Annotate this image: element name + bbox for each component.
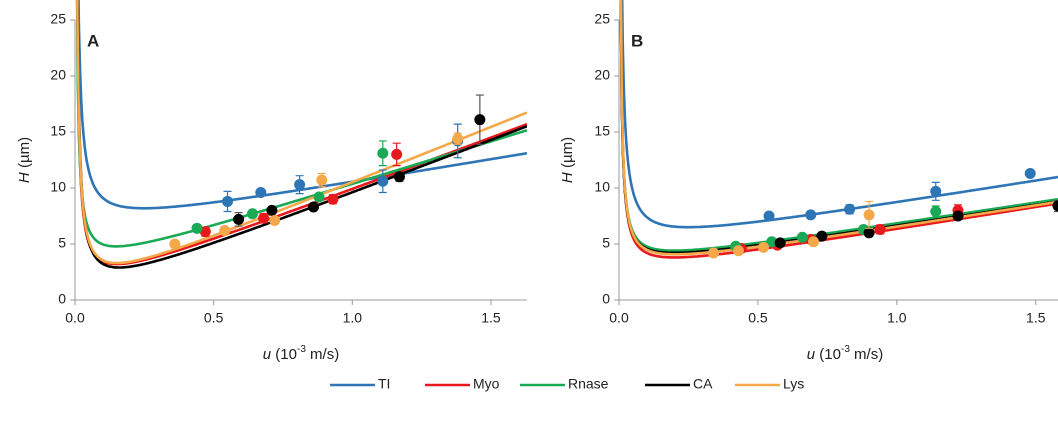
panel-label: B: [631, 31, 643, 50]
data-point: [255, 186, 267, 198]
x-tick-label: 1.5: [481, 310, 501, 326]
x-tick-label: 0.0: [609, 310, 629, 326]
data-point: [327, 193, 339, 205]
x-tick-label: 0.0: [65, 310, 85, 326]
x-tick-label: 0.5: [204, 310, 224, 326]
legend-label: TI: [378, 376, 390, 392]
data-point: [930, 206, 942, 218]
fit-line: [77, 0, 527, 210]
fit-line: [619, 0, 1058, 256]
y-tick-label: 10: [50, 179, 66, 195]
y-tick-label: 0: [602, 291, 610, 307]
data-point: [233, 213, 245, 225]
data-point: [393, 171, 405, 183]
data-point: [863, 209, 875, 221]
fit-line: [75, 0, 527, 266]
data-point: [805, 209, 817, 221]
x-tick-label: 1.5: [1026, 310, 1046, 326]
fit-line: [75, 0, 527, 265]
x-label-unit: m/s): [850, 346, 883, 363]
data-point: [169, 238, 181, 250]
x-tick-label: 1.0: [343, 310, 363, 326]
y-axis-label: H (µm): [559, 137, 576, 183]
fit-line: [619, 0, 1058, 252]
data-point: [316, 174, 328, 186]
x-tick-label: 1.0: [887, 310, 907, 326]
data-point: [763, 210, 775, 222]
data-point: [294, 179, 306, 191]
legend-label: Rnase: [568, 376, 609, 392]
data-point: [796, 231, 808, 243]
data-point: [707, 247, 719, 259]
y-tick-label: 25: [594, 11, 610, 27]
data-point: [219, 225, 231, 237]
data-point: [199, 226, 211, 238]
x-label-text: (10: [271, 346, 297, 363]
y-tick-label: 15: [594, 123, 610, 139]
data-point: [313, 191, 325, 203]
data-point: [1052, 200, 1058, 212]
data-point: [732, 245, 744, 257]
y-label-var: H: [559, 172, 576, 183]
x-label-var: u: [807, 346, 816, 363]
y-label-unit: (µm): [16, 137, 33, 172]
x-label-unit: m/s): [306, 346, 339, 363]
data-point: [258, 212, 270, 224]
data-point: [766, 236, 778, 248]
y-tick-label: 5: [602, 235, 610, 251]
data-point: [952, 210, 964, 222]
x-axis-label: u (10-3 m/s): [263, 344, 339, 363]
y-tick-label: 20: [594, 67, 610, 83]
data-point: [266, 204, 278, 216]
legend-label: CA: [693, 376, 713, 392]
y-tick-label: 10: [594, 179, 610, 195]
data-point: [757, 241, 769, 253]
data-point: [874, 223, 886, 235]
data-point: [474, 114, 486, 126]
data-point: [807, 236, 819, 248]
y-label-unit: (µm): [559, 137, 576, 172]
panel-label: A: [87, 31, 99, 50]
x-label-sup: -3: [841, 344, 850, 355]
y-tick-label: 20: [50, 67, 66, 83]
data-point: [222, 195, 234, 207]
fit-line: [620, 0, 1058, 229]
y-tick-label: 5: [58, 235, 66, 251]
legend-label: Lys: [783, 376, 804, 392]
legend-label: Myo: [473, 376, 500, 392]
data-point: [816, 230, 828, 242]
fit-lines: [619, 0, 1058, 259]
data-point: [844, 203, 856, 215]
data-point: [774, 237, 786, 249]
error-bar: [1054, 199, 1058, 213]
data-point: [391, 148, 403, 160]
data-point: [930, 185, 942, 197]
x-label-var: u: [263, 346, 272, 363]
x-axis-label: u (10-3 m/s): [807, 344, 883, 363]
x-tick-label: 0.5: [748, 310, 768, 326]
data-point: [452, 133, 464, 145]
y-tick-label: 25: [50, 11, 66, 27]
fit-line: [619, 0, 1058, 259]
x-label-sup: -3: [297, 344, 306, 355]
y-tick-label: 15: [50, 123, 66, 139]
y-tick-label: 0: [58, 291, 66, 307]
data-point: [1024, 167, 1036, 179]
x-label-text: (10: [815, 346, 841, 363]
data-point: [246, 208, 258, 220]
data-point: [191, 222, 203, 234]
fit-line: [76, 0, 527, 269]
data-point: [307, 201, 319, 213]
y-axis-label: H (µm): [16, 137, 33, 183]
data-point: [377, 175, 389, 187]
data-point: [377, 147, 389, 159]
data-point: [863, 227, 875, 239]
y-label-var: H: [16, 172, 33, 183]
data-point: [269, 214, 281, 226]
